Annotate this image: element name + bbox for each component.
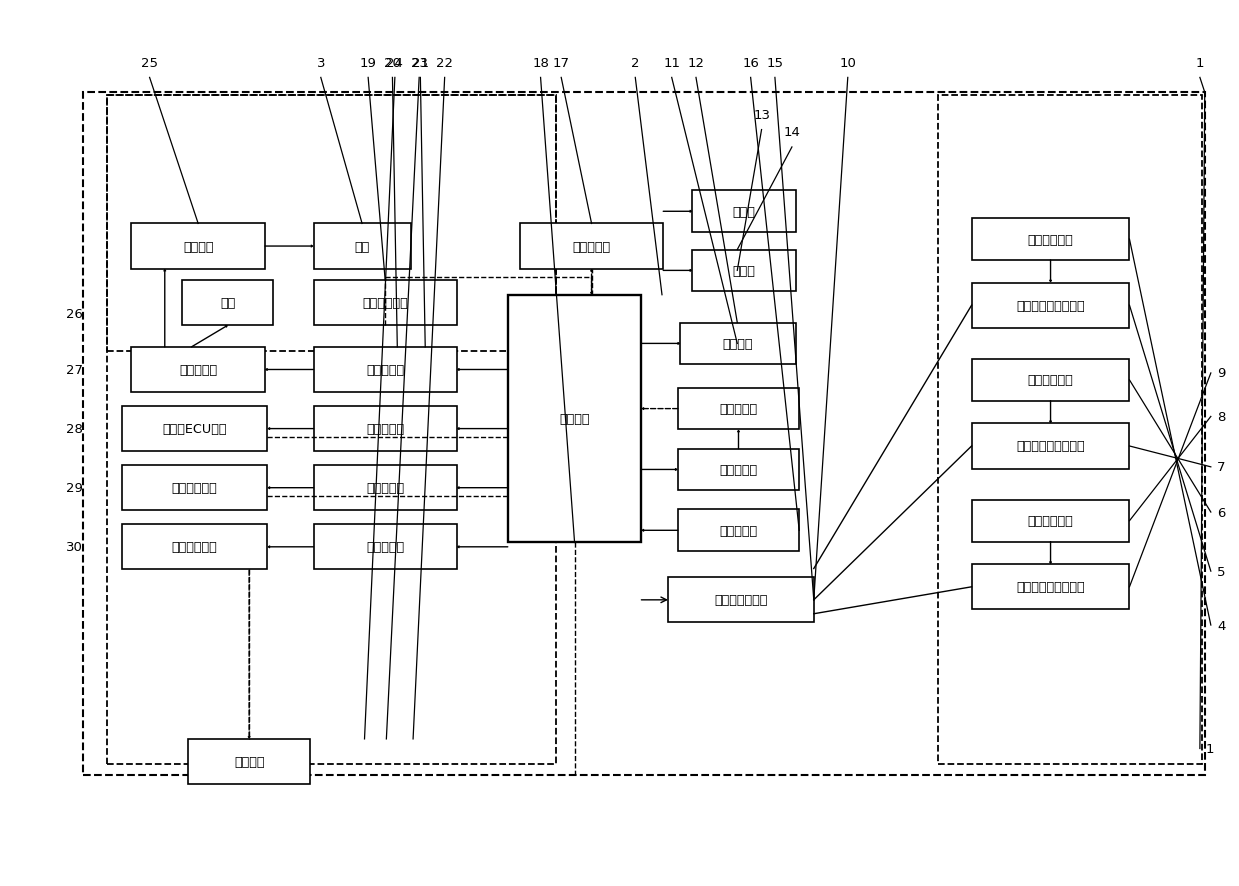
Text: 第四微动开关: 第四微动开关 [362,297,408,310]
Text: 第五电磁阀: 第五电磁阀 [720,463,757,477]
Text: 轮速传感器: 轮速传感器 [720,525,757,537]
FancyBboxPatch shape [971,424,1130,469]
Text: 压力传感器: 压力传感器 [720,402,757,416]
Text: 第六电磁阀: 第六电磁阀 [572,240,611,253]
Text: 第一微动开关: 第一微动开关 [1027,233,1073,246]
FancyBboxPatch shape [121,525,268,570]
Text: 22: 22 [436,57,453,70]
FancyBboxPatch shape [668,578,814,623]
Text: 第三无线电发射单元: 第三无线电发射单元 [1016,580,1085,594]
FancyBboxPatch shape [121,465,268,510]
Text: 10: 10 [839,57,856,70]
FancyBboxPatch shape [693,191,795,233]
FancyBboxPatch shape [313,347,457,392]
Text: 第一电磁阀: 第一电磁阀 [366,540,404,554]
FancyBboxPatch shape [121,407,268,452]
FancyBboxPatch shape [678,388,799,430]
FancyBboxPatch shape [680,323,795,365]
Text: 28: 28 [66,423,83,436]
Text: 23: 23 [410,57,427,70]
Text: 9: 9 [1217,367,1225,380]
Text: 第二电磁阀: 第二电磁阀 [366,482,404,494]
Text: 6: 6 [1217,506,1225,519]
Text: 14: 14 [783,126,800,139]
Text: 27: 27 [66,363,83,377]
Text: 29: 29 [66,482,83,494]
FancyBboxPatch shape [313,281,457,326]
Text: 12: 12 [688,57,705,70]
Text: 13: 13 [753,109,771,121]
FancyBboxPatch shape [971,284,1130,329]
Text: 探头主机: 探头主机 [183,240,213,253]
Text: 20: 20 [384,57,401,70]
FancyBboxPatch shape [188,739,310,784]
Text: 车辆鑰匙: 车辆鑰匙 [234,755,264,768]
Text: 1: 1 [1196,57,1204,70]
Text: 26: 26 [66,308,83,321]
FancyBboxPatch shape [678,509,799,551]
FancyBboxPatch shape [131,224,265,269]
FancyBboxPatch shape [313,224,410,269]
FancyBboxPatch shape [971,360,1130,401]
Text: 4: 4 [1217,618,1225,632]
Text: 蜂鸣器: 蜂鸣器 [732,206,756,219]
FancyBboxPatch shape [971,501,1130,542]
Text: 第二微动开关: 第二微动开关 [1027,374,1073,387]
Text: 11: 11 [663,57,680,70]
Text: 19: 19 [359,57,377,70]
FancyBboxPatch shape [693,250,795,291]
Text: 计时器: 计时器 [732,265,756,277]
FancyBboxPatch shape [971,219,1130,260]
Text: 25: 25 [141,57,159,70]
FancyBboxPatch shape [182,281,274,326]
FancyBboxPatch shape [131,347,265,392]
Text: 21: 21 [411,57,429,70]
Text: 中央集控单元: 中央集控单元 [172,482,217,494]
Text: 24: 24 [387,57,404,70]
Text: 2: 2 [631,57,639,70]
Text: 16: 16 [742,57,760,70]
Text: 8: 8 [1217,410,1225,424]
FancyBboxPatch shape [508,295,642,543]
Text: 18: 18 [532,57,549,70]
Text: 15: 15 [767,57,783,70]
Text: 第一无线电发射单元: 第一无线电发射单元 [1016,299,1085,312]
Text: 30: 30 [66,540,83,554]
Text: 7: 7 [1217,461,1225,474]
Text: 第四电磁阀: 第四电磁阀 [366,363,404,377]
Text: 操作按键: 操作按键 [722,338,753,351]
Text: 发动机ECU单元: 发动机ECU单元 [162,423,227,436]
FancyBboxPatch shape [313,525,457,570]
FancyBboxPatch shape [313,407,457,452]
FancyBboxPatch shape [971,564,1130,610]
FancyBboxPatch shape [313,465,457,510]
Text: 执行器单元: 执行器单元 [180,363,217,377]
FancyBboxPatch shape [520,224,663,269]
Text: 17: 17 [553,57,570,70]
Text: 射频检测单元: 射频检测单元 [172,540,217,554]
Text: 探头: 探头 [354,240,369,253]
Text: 控刺单元: 控刺单元 [559,413,590,425]
Text: 无线电接收单元: 无线电接收单元 [714,594,768,607]
Text: 第二无线电发射单元: 第二无线电发射单元 [1016,440,1085,453]
Text: 第三微动开关: 第三微动开关 [1027,515,1073,528]
FancyBboxPatch shape [678,449,799,491]
Text: 5: 5 [1217,565,1225,578]
Text: 1: 1 [1206,742,1214,755]
Text: 电机: 电机 [221,297,235,310]
Text: 第三电磁阀: 第三电磁阀 [366,423,404,436]
Text: 3: 3 [316,57,325,70]
